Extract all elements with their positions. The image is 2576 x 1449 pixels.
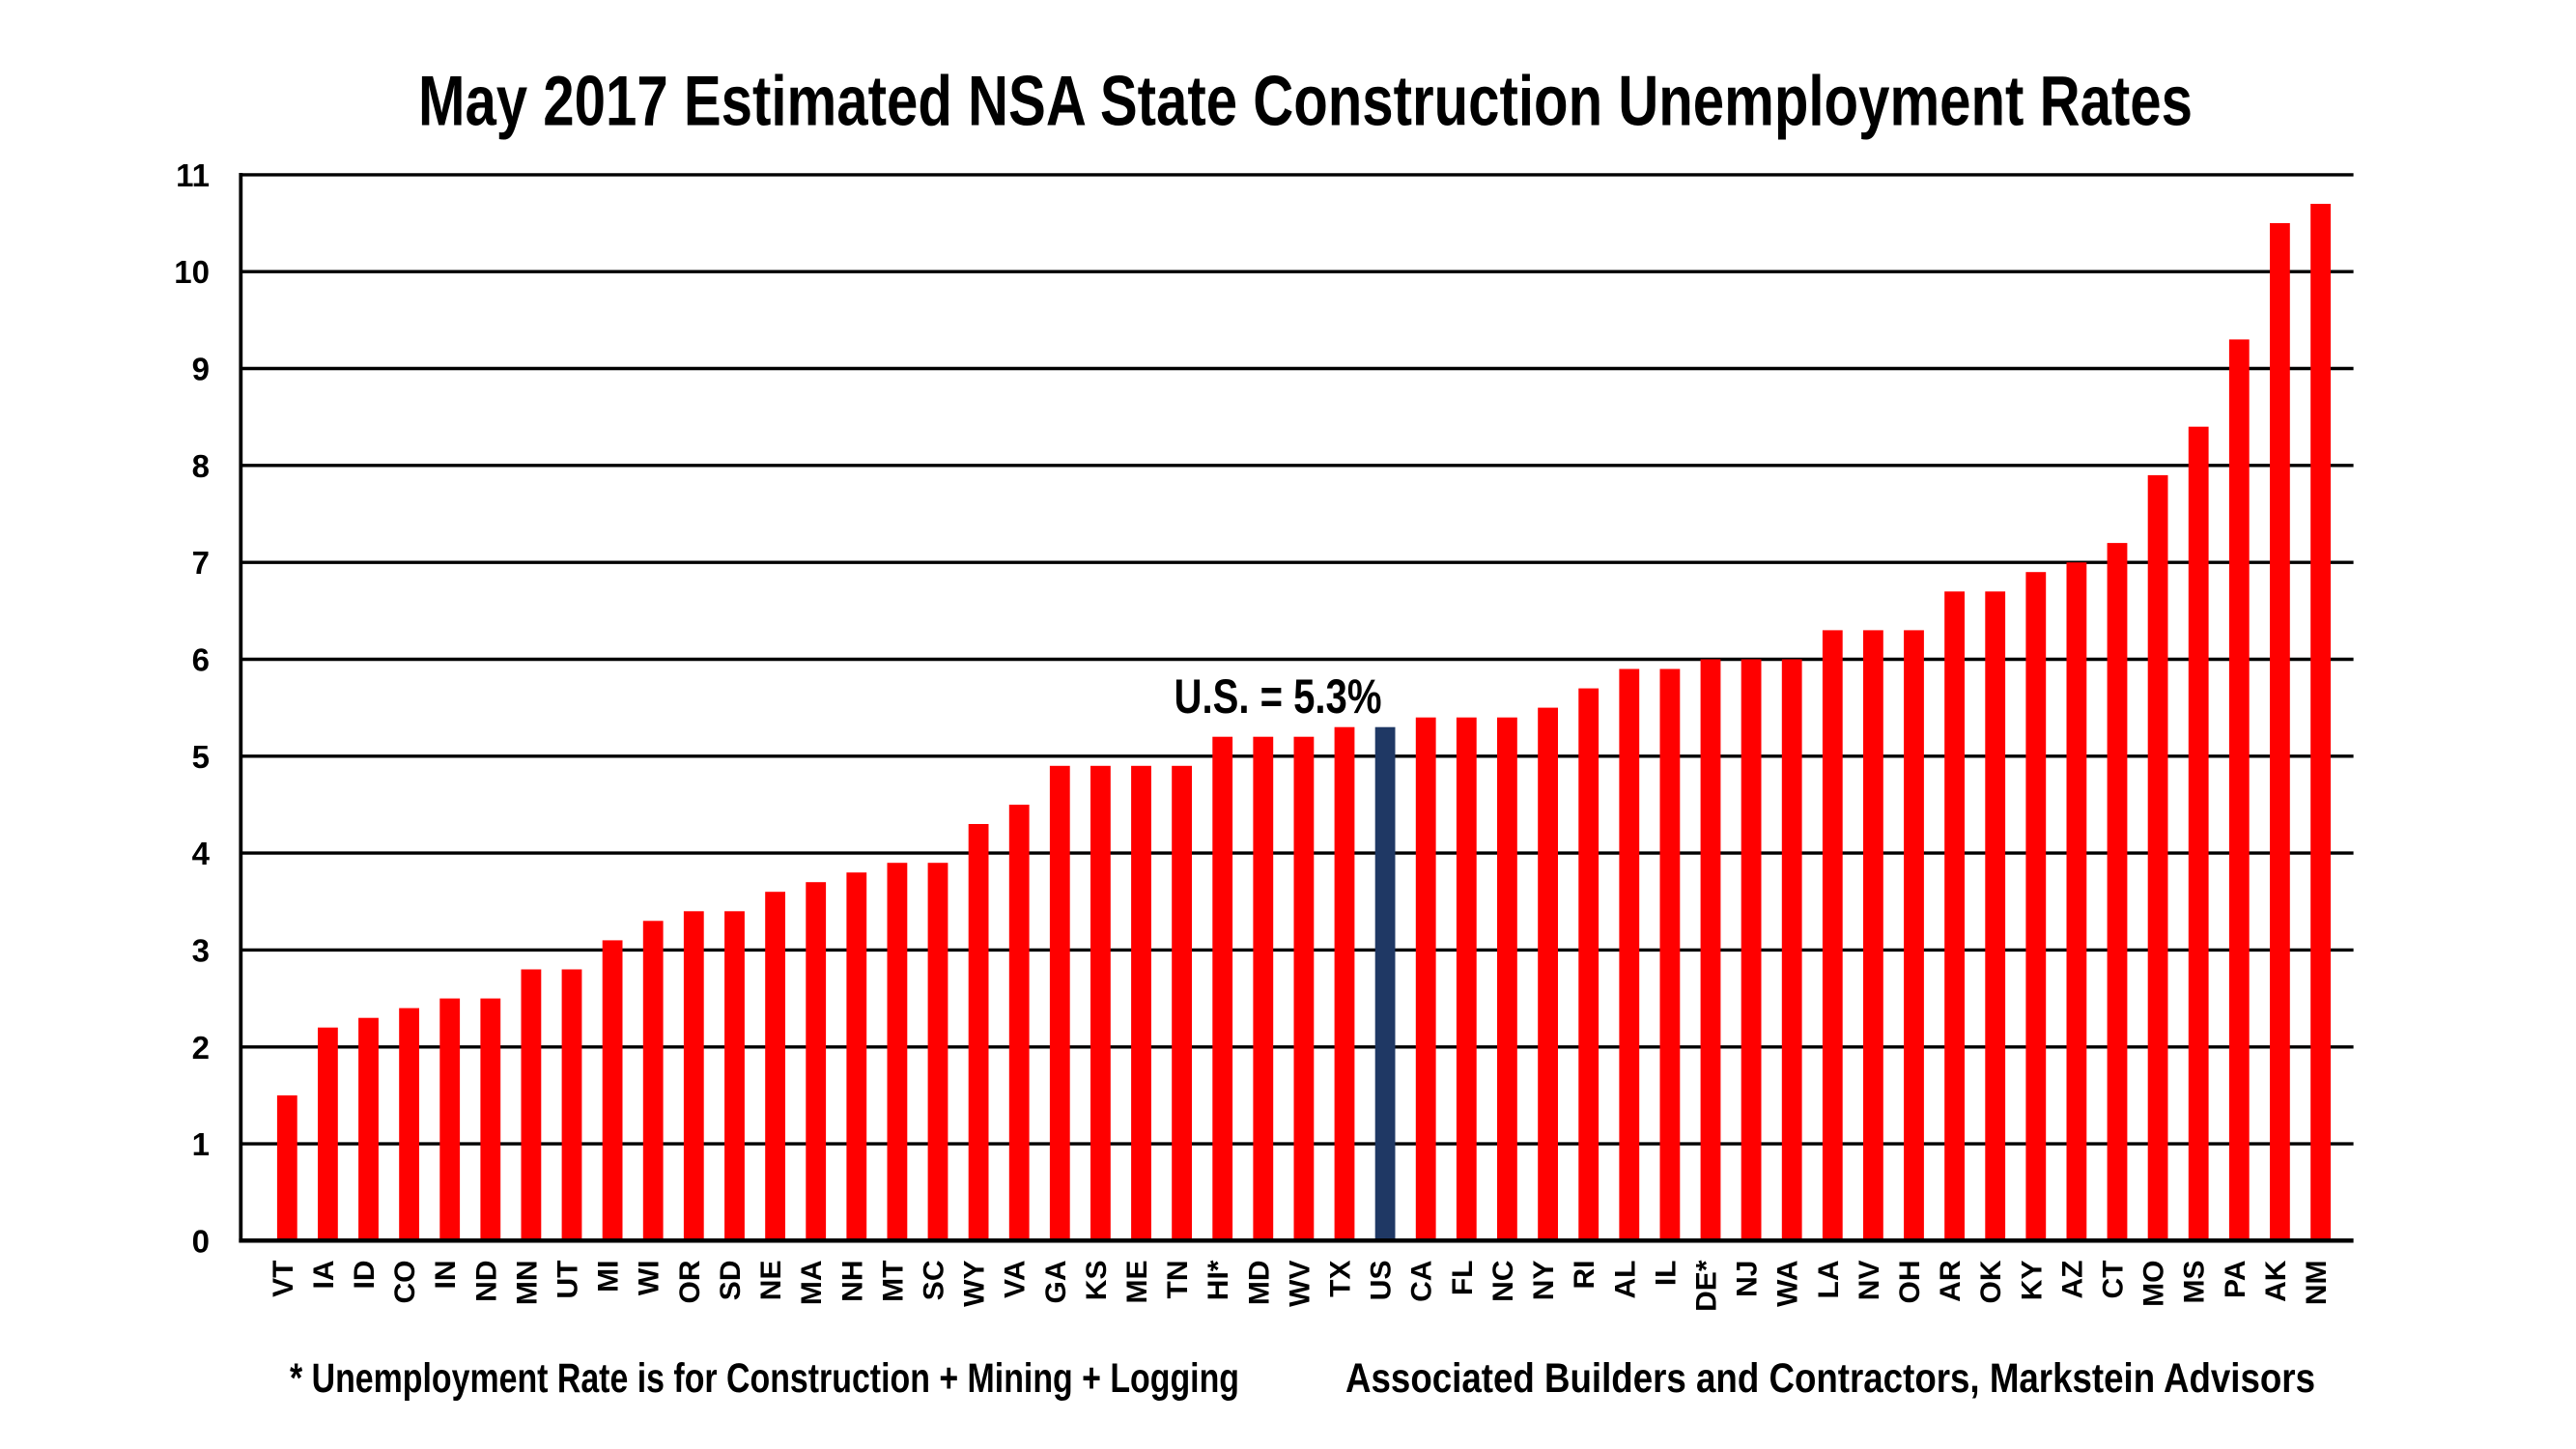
svg-text:9: 9 (192, 352, 210, 387)
svg-text:0: 0 (192, 1223, 210, 1259)
svg-text:WY: WY (959, 1261, 991, 1307)
svg-text:Associated Builders and Contra: Associated Builders and Contractors, Mar… (1345, 1355, 2315, 1402)
svg-text:AR: AR (1935, 1260, 1967, 1302)
svg-text:TX: TX (1325, 1261, 1357, 1297)
svg-text:MD: MD (1243, 1261, 1275, 1306)
svg-text:IA: IA (308, 1261, 340, 1290)
svg-text:GA: GA (1040, 1261, 1072, 1304)
svg-text:KY: KY (2016, 1261, 2048, 1301)
svg-text:NY: NY (1528, 1261, 1560, 1301)
svg-text:US: US (1366, 1261, 1398, 1301)
svg-text:AZ: AZ (2056, 1261, 2088, 1299)
svg-text:MO: MO (2138, 1261, 2170, 1307)
svg-text:MI: MI (593, 1261, 625, 1293)
svg-text:NC: NC (1487, 1261, 1519, 1302)
svg-text:RI: RI (1569, 1261, 1600, 1290)
svg-text:NH: NH (836, 1261, 868, 1302)
svg-text:AK: AK (2260, 1260, 2292, 1302)
svg-text:LA: LA (1813, 1261, 1845, 1299)
svg-text:FL: FL (1447, 1261, 1479, 1296)
svg-text:UT: UT (552, 1261, 584, 1299)
svg-text:11: 11 (176, 157, 210, 193)
svg-text:TN: TN (1162, 1261, 1194, 1299)
svg-text:IL: IL (1650, 1261, 1682, 1287)
svg-text:MN: MN (511, 1261, 543, 1306)
svg-text:WA: WA (1772, 1261, 1804, 1307)
svg-text:SD: SD (715, 1261, 747, 1301)
svg-text:CT: CT (2098, 1261, 2130, 1299)
svg-text:1: 1 (192, 1126, 210, 1162)
svg-text:CA: CA (1406, 1261, 1438, 1302)
svg-text:WV: WV (1284, 1261, 1316, 1307)
svg-text:NJ: NJ (1732, 1261, 1764, 1297)
svg-text:WI: WI (634, 1261, 665, 1296)
svg-text:ND: ND (470, 1261, 502, 1302)
svg-text:10: 10 (174, 254, 210, 290)
svg-text:U.S. = 5.3%: U.S. = 5.3% (1175, 669, 1382, 724)
svg-text:3: 3 (192, 932, 210, 968)
svg-text:PA: PA (2220, 1261, 2251, 1298)
svg-text:SC: SC (919, 1261, 950, 1301)
svg-text:OK: OK (1975, 1260, 2007, 1303)
svg-text:7: 7 (192, 545, 210, 581)
svg-text:OR: OR (674, 1260, 706, 1303)
svg-text:CO: CO (389, 1261, 421, 1304)
svg-text:2: 2 (192, 1030, 210, 1065)
svg-text:4: 4 (192, 836, 211, 871)
svg-text:OH: OH (1894, 1261, 1926, 1304)
svg-text:KS: KS (1081, 1261, 1113, 1301)
svg-text:NE: NE (755, 1261, 787, 1301)
svg-text:ID: ID (349, 1261, 381, 1290)
svg-text:5: 5 (192, 739, 210, 775)
svg-text:MT: MT (877, 1261, 909, 1302)
svg-text:VT: VT (268, 1261, 299, 1297)
svg-text:IN: IN (430, 1261, 462, 1290)
svg-text:May 2017 Estimated NSA State C: May 2017 Estimated NSA State Constructio… (418, 63, 2193, 141)
svg-text:MS: MS (2179, 1261, 2211, 1304)
svg-text:MA: MA (796, 1261, 828, 1306)
svg-text:HI*: HI* (1203, 1260, 1234, 1300)
svg-text:NV: NV (1854, 1261, 1885, 1301)
svg-text:6: 6 (192, 642, 210, 678)
svg-text:DE*: DE* (1691, 1260, 1723, 1312)
svg-text:VA: VA (1000, 1261, 1032, 1298)
svg-text:AL: AL (1609, 1261, 1641, 1299)
svg-text:8: 8 (192, 448, 210, 484)
svg-text:* Unemployment Rate is for Con: * Unemployment Rate is for Construction … (290, 1355, 1239, 1402)
svg-text:NM: NM (2301, 1261, 2333, 1306)
svg-text:ME: ME (1121, 1261, 1153, 1304)
